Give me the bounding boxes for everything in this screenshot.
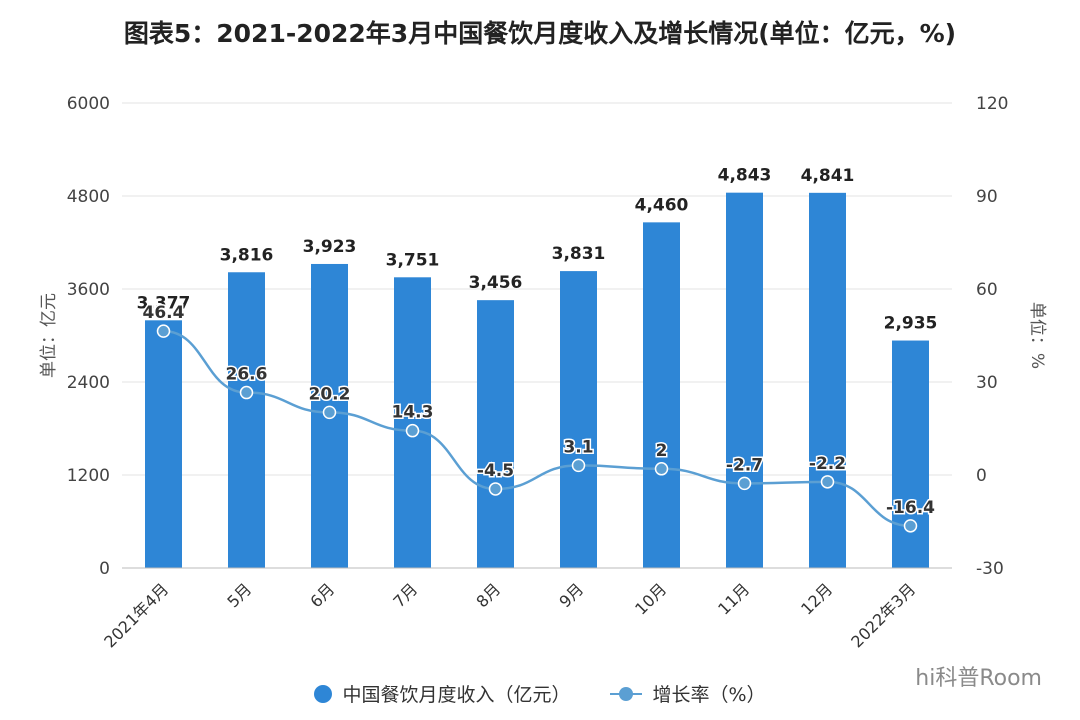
line-value-label: -2.7 (726, 455, 763, 475)
data-labels: 3,377 3,816 3,923 3,751 3,456 3,831 4,460 4,843… (137, 166, 938, 520)
line-point (239, 385, 254, 400)
legend-label-revenue: 中国餐饮月度收入（亿元） (342, 684, 571, 706)
bar-value-label: 3,923 (303, 237, 357, 257)
x-tick-label: 11月 (714, 579, 753, 618)
bar-value-label: 3,456 (469, 273, 523, 293)
y2-tick-label: 60 (976, 280, 998, 300)
y2-tick-label: 120 (976, 94, 1008, 114)
x-tick-label: 2022年3月 (847, 579, 919, 651)
bar (145, 320, 182, 568)
y-tick-label: 2400 (67, 373, 110, 393)
line-value-label: 46.4 (143, 303, 185, 323)
line-point (654, 462, 669, 476)
line-value-label: 20.2 (309, 384, 351, 404)
x-tick-label: 6月 (306, 579, 338, 611)
line-value-label: 3.1 (563, 437, 593, 457)
growth-line-path (163, 329, 911, 528)
y-tick-label: 0 (99, 559, 110, 579)
combo-chart: 3,377 3,816 3,923 3,751 3,456 3,831 4,460 4,843… (39, 94, 1047, 651)
y2-tick-label: 30 (976, 373, 998, 393)
legend-line-icon (610, 685, 643, 703)
y-axis-title: 单位：亿元 (39, 293, 59, 378)
bar-value-label: 3,377 (137, 293, 191, 313)
y-tick-label: 6000 (67, 94, 110, 114)
line-point (405, 423, 420, 438)
line-value-label: -4.5 (477, 461, 514, 481)
watermark-text: hi科普Room (915, 666, 1042, 691)
bar (726, 192, 763, 569)
chart-title: 图表5：2021-2022年3月中国餐饮月度收入及增长情况(单位：亿元，%) (123, 19, 957, 48)
bar-value-label: 4,841 (801, 166, 855, 186)
y2-tick-label: 0 (976, 466, 987, 486)
bar (477, 300, 514, 568)
x-tick-label: 8月 (472, 579, 504, 611)
x-tick-label: 5月 (223, 579, 255, 611)
y2-tick-label: 90 (976, 187, 998, 207)
line-point (488, 482, 503, 496)
x-tick-label: 9月 (555, 579, 587, 611)
line-value-label: 14.3 (392, 403, 434, 423)
bar-value-label: 4,843 (718, 166, 772, 186)
bar-value-label: 3,816 (220, 245, 274, 265)
bar-value-label: 4,460 (635, 195, 689, 215)
legend-dot-icon (314, 684, 333, 703)
legend: 中国餐饮月度收入（亿元） 增长率（%） (0, 680, 1080, 707)
legend-item-growth[interactable]: 增长率（%） (610, 680, 766, 707)
bar (394, 277, 431, 568)
line-point (322, 405, 337, 420)
legend-label-growth: 增长率（%） (652, 684, 766, 706)
bar (892, 340, 929, 568)
line-value-label: -2.2 (809, 454, 846, 474)
legend-item-revenue[interactable]: 中国餐饮月度收入（亿元） (314, 680, 570, 707)
bar-value-label: 3,751 (386, 250, 440, 270)
bar-value-label: 3,831 (552, 244, 606, 264)
line-point (737, 476, 752, 491)
line-point (571, 458, 586, 473)
x-tick-label: 10月 (631, 579, 670, 618)
bar (228, 272, 265, 568)
bar-value-label: 2,935 (884, 314, 938, 334)
y-tick-label: 3600 (67, 280, 110, 300)
line-point (156, 324, 171, 338)
line-point (903, 519, 918, 533)
y2-tick-label: -30 (976, 559, 1004, 579)
line-value-label: 26.6 (226, 365, 268, 385)
y-tick-label: 1200 (67, 466, 110, 486)
growth-line (156, 324, 918, 533)
line-point (820, 475, 835, 489)
y-tick-label: 4800 (67, 187, 110, 207)
bar (809, 192, 846, 568)
line-value-label: -16.4 (886, 498, 935, 518)
x-tick-label: 2021年4月 (100, 579, 172, 651)
line-value-label: 2 (656, 441, 668, 461)
x-tick-label: 7月 (389, 579, 421, 611)
x-tick-label: 12月 (797, 579, 836, 618)
bar (643, 222, 680, 568)
bar (560, 271, 597, 568)
y2-axis-title: 单位：% (1027, 302, 1047, 369)
